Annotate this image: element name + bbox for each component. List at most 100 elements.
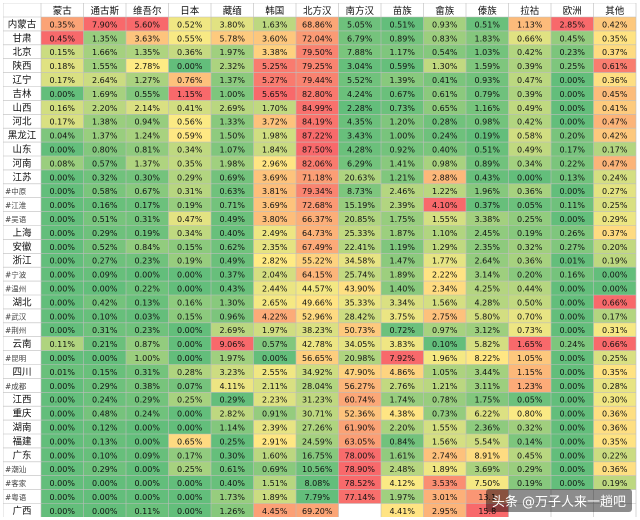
- cell-value: 4.45%: [262, 507, 288, 516]
- heat-cell: [551, 489, 594, 504]
- row-label: 云南: [12, 338, 31, 350]
- cell-value: 0.24%: [432, 132, 458, 141]
- heat-cell: [211, 197, 254, 212]
- heat-cell: [466, 378, 509, 393]
- cell-value: 66.37%: [302, 215, 333, 224]
- cell-value: 0.50%: [517, 298, 543, 307]
- heat-cell: [126, 336, 169, 351]
- heat-cell: [126, 183, 169, 198]
- cell-value: 0.67%: [135, 187, 161, 196]
- cell-value: 2.20%: [92, 104, 118, 113]
- heat-cell: [338, 364, 381, 379]
- cell-value: 0.40%: [220, 479, 246, 488]
- heat-cell: [41, 336, 84, 351]
- heat-cell: [508, 392, 551, 407]
- heat-cell: [381, 364, 424, 379]
- heat-cell: [508, 461, 551, 476]
- row-label: 辽宁: [12, 74, 31, 86]
- cell-value: 2.65%: [262, 298, 288, 307]
- cell-value: 0.51%: [390, 20, 416, 29]
- cell-value: 0.73%: [390, 104, 416, 113]
- heat-cell: [211, 475, 254, 490]
- cell-value: 0.00%: [50, 298, 76, 307]
- heat-cell: [551, 461, 594, 476]
- column-header: 其他: [605, 5, 625, 17]
- heat-cell: [211, 30, 254, 45]
- cell-value: 0.00%: [50, 382, 76, 391]
- cell-value: 0.89%: [475, 159, 501, 168]
- cell-value: 0.98%: [475, 118, 501, 127]
- cell-value: 0.17%: [602, 312, 628, 321]
- cell-value: 0.80%: [92, 146, 118, 155]
- cell-value: 0.94%: [135, 118, 161, 127]
- heat-cell: [83, 183, 126, 198]
- cell-value: 2.35%: [475, 243, 501, 252]
- cell-value: 0.30%: [220, 451, 246, 460]
- cell-value: 0.05%: [517, 201, 543, 210]
- heat-cell: [296, 142, 339, 156]
- heat-cell: [168, 128, 211, 143]
- cell-value: 3.01%: [432, 493, 458, 502]
- cell-value: 0.20%: [560, 132, 586, 141]
- cell-value: 0.45%: [602, 90, 628, 99]
- cell-value: 0.19%: [177, 201, 203, 210]
- heat-cell: [423, 308, 466, 323]
- heat-cell: [253, 183, 296, 198]
- heat-cell: [296, 253, 339, 268]
- cell-value: 0.31%: [135, 368, 161, 377]
- heat-cell: [466, 475, 509, 490]
- cell-value: 0.00%: [177, 507, 203, 516]
- cell-value: 0.62%: [220, 243, 246, 252]
- row-label-cell: [3, 128, 41, 143]
- cell-value: 0.32%: [517, 424, 543, 433]
- cell-value: 0.80%: [517, 410, 543, 419]
- cell-value: 0.36%: [602, 76, 628, 85]
- cell-value: 0.23%: [135, 326, 161, 335]
- heat-cell: [338, 169, 381, 184]
- heat-cell: [211, 169, 254, 184]
- heat-cell: [126, 197, 169, 212]
- heat-cell: [168, 447, 211, 462]
- heat-cell: [211, 461, 254, 476]
- cell-value: 4.25%: [475, 285, 501, 294]
- cell-value: 3.12%: [475, 326, 501, 335]
- cell-value: 0.00%: [560, 104, 586, 113]
- heat-cell: [338, 100, 381, 115]
- heat-cell: [126, 30, 169, 45]
- heat-cell: [593, 295, 636, 309]
- cell-value: 4.86%: [390, 368, 416, 377]
- cell-value: 0.07%: [177, 382, 203, 391]
- cell-value: 77.14%: [344, 493, 375, 502]
- cell-value: 0.59%: [390, 62, 416, 71]
- heat-cell: [381, 156, 424, 170]
- heat-cell: [296, 128, 339, 143]
- heat-cell: [466, 392, 509, 407]
- cell-value: 0.72%: [390, 326, 416, 335]
- heat-cell: [83, 86, 126, 101]
- heat-cell: [296, 475, 339, 490]
- heat-cell: [296, 364, 339, 379]
- cell-value: 7.90%: [92, 20, 118, 29]
- heat-cell: [168, 308, 211, 323]
- cell-value: 0.51%: [92, 215, 118, 224]
- heat-cell: [211, 350, 254, 365]
- cell-value: 3.53%: [432, 479, 458, 488]
- heat-cell: [551, 392, 594, 407]
- heat-cell: [466, 489, 509, 504]
- heat-cell: [41, 44, 84, 59]
- cell-value: 0.93%: [475, 76, 501, 85]
- cell-value: 4.22%: [262, 312, 288, 321]
- heat-cell: [296, 17, 339, 31]
- heat-cell: [126, 281, 169, 295]
- heat-cell: [253, 142, 296, 156]
- heat-cell: [338, 142, 381, 156]
- cell-value: 0.00%: [50, 173, 76, 182]
- cell-value: 0.49%: [220, 215, 246, 224]
- cell-value: 7.50%: [475, 479, 501, 488]
- heat-cell: [41, 86, 84, 101]
- cell-value: 6.29%: [347, 159, 373, 168]
- row-label-cell: [3, 461, 41, 476]
- cell-value: 1.00%: [135, 354, 161, 363]
- cell-value: 0.00%: [50, 507, 76, 516]
- cell-value: 1.55%: [432, 215, 458, 224]
